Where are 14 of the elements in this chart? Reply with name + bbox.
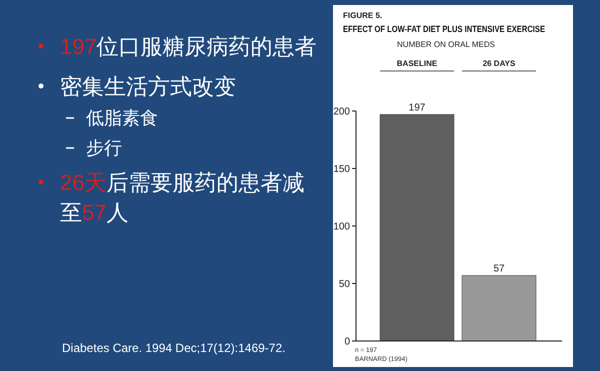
x-tick-label: 26 DAYS <box>482 59 516 68</box>
chart-title: EFFECT OF LOW-FAT DIET PLUS INTENSIVE EXERCISE <box>343 24 584 34</box>
caption: FIGURE 5. <box>343 11 382 20</box>
y-tick-label: 150 <box>333 164 350 175</box>
y-tick-label: 100 <box>333 222 350 232</box>
y-tick-label: 200 <box>333 106 350 118</box>
y-tick-label: 50 <box>338 279 350 290</box>
data-label: 197 <box>408 102 426 114</box>
text: Diabetes Care. 1994 Dec;17(12):1469-72. <box>62 341 286 355</box>
data-label: 57 <box>493 263 505 274</box>
chart-subtitle: NUMBER ON ORAL MEDS <box>397 40 495 49</box>
x-tick-label: BASELINE <box>396 59 438 68</box>
y-tick-label: 0 <box>344 336 350 348</box>
slide-text: 197位口服糖尿病药的患者 密集生活方式改变 低脂素食 步行 26天后需要服药的患者减 至57人 <box>38 34 317 225</box>
